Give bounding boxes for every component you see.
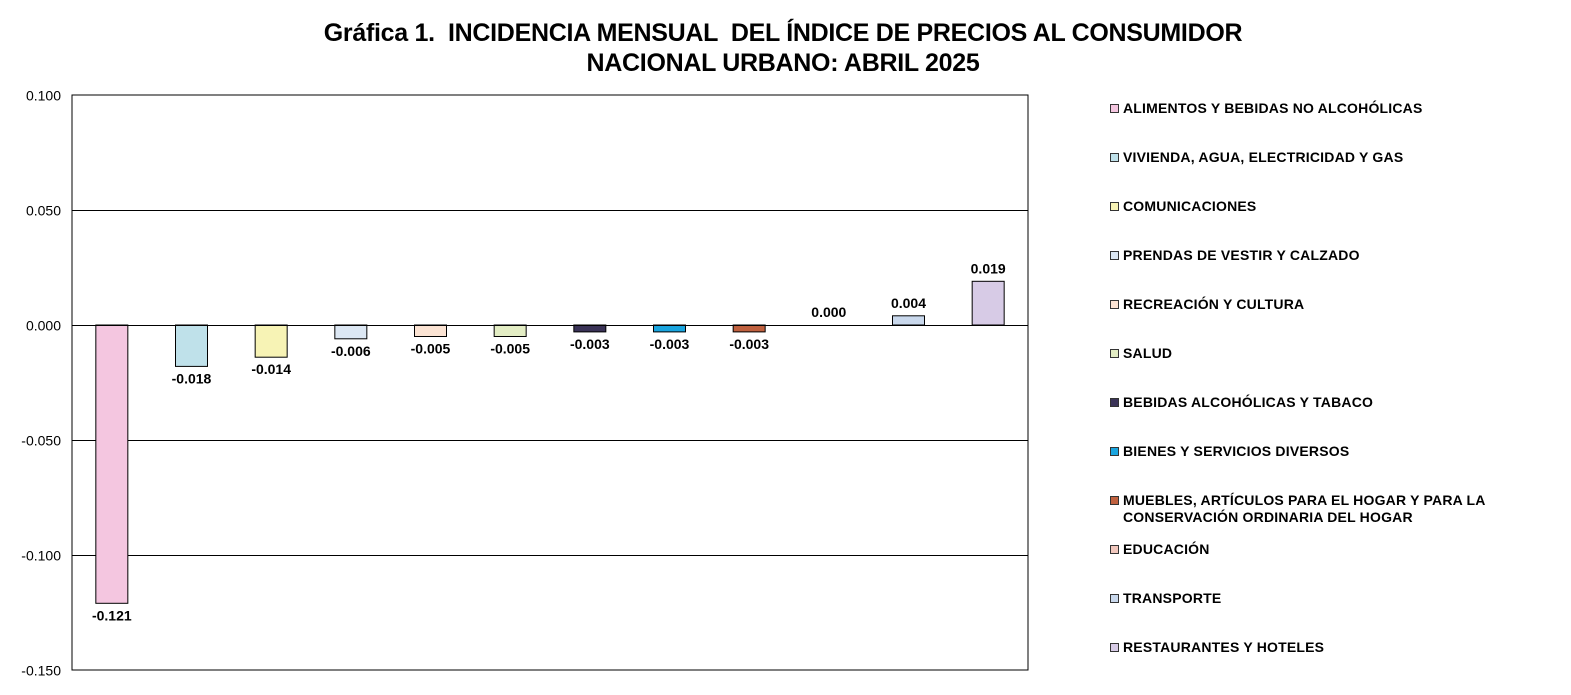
- data-label: 0.000: [811, 304, 846, 320]
- legend-swatch: [1110, 300, 1119, 309]
- legend-swatch: [1110, 447, 1119, 456]
- legend-swatch: [1110, 251, 1119, 260]
- bar-2: [175, 324, 208, 367]
- legend-swatch: [1110, 349, 1119, 358]
- data-label: -0.018: [172, 370, 212, 386]
- legend-item: BEBIDAS ALCOHÓLICAS Y TABACO: [1110, 394, 1373, 411]
- legend-item: RECREACIÓN Y CULTURA: [1110, 296, 1304, 313]
- bar-chart: 0.100 0.050 0.000 -0.050 -0.100 -0.150 -0.121 -…: [21, 88, 1029, 679]
- legend-label: ALIMENTOS Y BEBIDAS NO ALCOHÓLICAS: [1123, 100, 1423, 116]
- data-label: -0.006: [331, 343, 371, 359]
- bar-3: [254, 324, 288, 358]
- legend-label: RESTAURANTES Y HOTELES: [1123, 639, 1325, 655]
- bar-12: [971, 280, 1005, 326]
- legend-swatch: [1110, 594, 1119, 603]
- bar-8: [653, 324, 686, 333]
- bar-5: [414, 324, 447, 337]
- data-label: -0.003: [570, 336, 610, 352]
- legend-label: MUEBLES, ARTÍCULOS PARA EL HOGAR Y PARA …: [1123, 492, 1486, 525]
- legend-label: TRANSPORTE: [1123, 590, 1222, 606]
- legend-item: VIVIENDA, AGUA, ELECTRICIDAD Y GAS: [1110, 149, 1403, 166]
- legend-swatch: [1110, 545, 1119, 554]
- data-label: -0.005: [411, 341, 451, 357]
- legend-item: ALIMENTOS Y BEBIDAS NO ALCOHÓLICAS: [1110, 100, 1423, 117]
- bar-1: [95, 324, 129, 604]
- chart-legend: ALIMENTOS Y BEBIDAS NO ALCOHÓLICAS VIVIEN…: [1110, 0, 1560, 695]
- legend-item: COMUNICACIONES: [1110, 198, 1256, 215]
- y-tick-label: 0.050: [26, 203, 61, 219]
- data-label: 0.019: [971, 260, 1006, 276]
- legend-label: VIVIENDA, AGUA, ELECTRICIDAD Y GAS: [1123, 149, 1404, 165]
- bar-7: [573, 324, 607, 333]
- legend-swatch: [1110, 202, 1119, 211]
- legend-item: PRENDAS DE VESTIR Y CALZADO: [1110, 247, 1360, 264]
- legend-swatch: [1110, 153, 1119, 162]
- legend-label: EDUCACIÓN: [1123, 541, 1210, 557]
- plot-area: [71, 94, 1029, 671]
- data-label: 0.004: [891, 295, 926, 311]
- legend-label: COMUNICACIONES: [1123, 198, 1257, 214]
- chart-title-line-1: Gráfica 1. INCIDENCIA MENSUAL DEL ÍNDICE…: [323, 19, 1243, 47]
- legend-item: SALUD: [1110, 345, 1172, 362]
- chart-title-line-2: NACIONAL URBANO: ABRIL 2025: [586, 49, 980, 77]
- legend-swatch: [1110, 398, 1119, 407]
- y-tick-label: 0.000: [26, 318, 61, 334]
- legend-label: SALUD: [1123, 345, 1173, 361]
- data-label: -0.014: [251, 361, 291, 377]
- legend-label: BEBIDAS ALCOHÓLICAS Y TABACO: [1123, 394, 1374, 410]
- y-tick-label: -0.150: [21, 663, 61, 679]
- legend-item: BIENES Y SERVICIOS DIVERSOS: [1110, 443, 1349, 460]
- y-tick-label: -0.100: [21, 548, 61, 564]
- data-label: -0.121: [92, 607, 132, 623]
- y-tick-label: -0.050: [21, 433, 61, 449]
- bar-6: [493, 324, 527, 337]
- legend-swatch: [1110, 643, 1119, 652]
- data-label: -0.005: [490, 341, 530, 357]
- data-label: -0.003: [650, 336, 690, 352]
- chart-title: Gráfica 1. INCIDENCIA MENSUAL DEL ÍNDICE…: [0, 18, 1566, 78]
- legend-item: MUEBLES, ARTÍCULOS PARA EL HOGAR Y PARA …: [1110, 492, 1486, 526]
- legend-item: RESTAURANTES Y HOTELES: [1110, 639, 1324, 656]
- legend-swatch: [1110, 104, 1119, 113]
- bar-4: [334, 324, 368, 340]
- legend-label: PRENDAS DE VESTIR Y CALZADO: [1123, 247, 1360, 263]
- bar-9: [732, 324, 766, 333]
- legend-swatch: [1110, 496, 1119, 505]
- legend-item: TRANSPORTE: [1110, 590, 1221, 607]
- legend-label: BIENES Y SERVICIOS DIVERSOS: [1123, 443, 1350, 459]
- legend-item: EDUCACIÓN: [1110, 541, 1210, 558]
- legend-label: RECREACIÓN Y CULTURA: [1123, 296, 1305, 312]
- y-tick-label: 0.100: [26, 88, 61, 104]
- bar-11: [892, 315, 925, 326]
- data-label: -0.003: [729, 336, 769, 352]
